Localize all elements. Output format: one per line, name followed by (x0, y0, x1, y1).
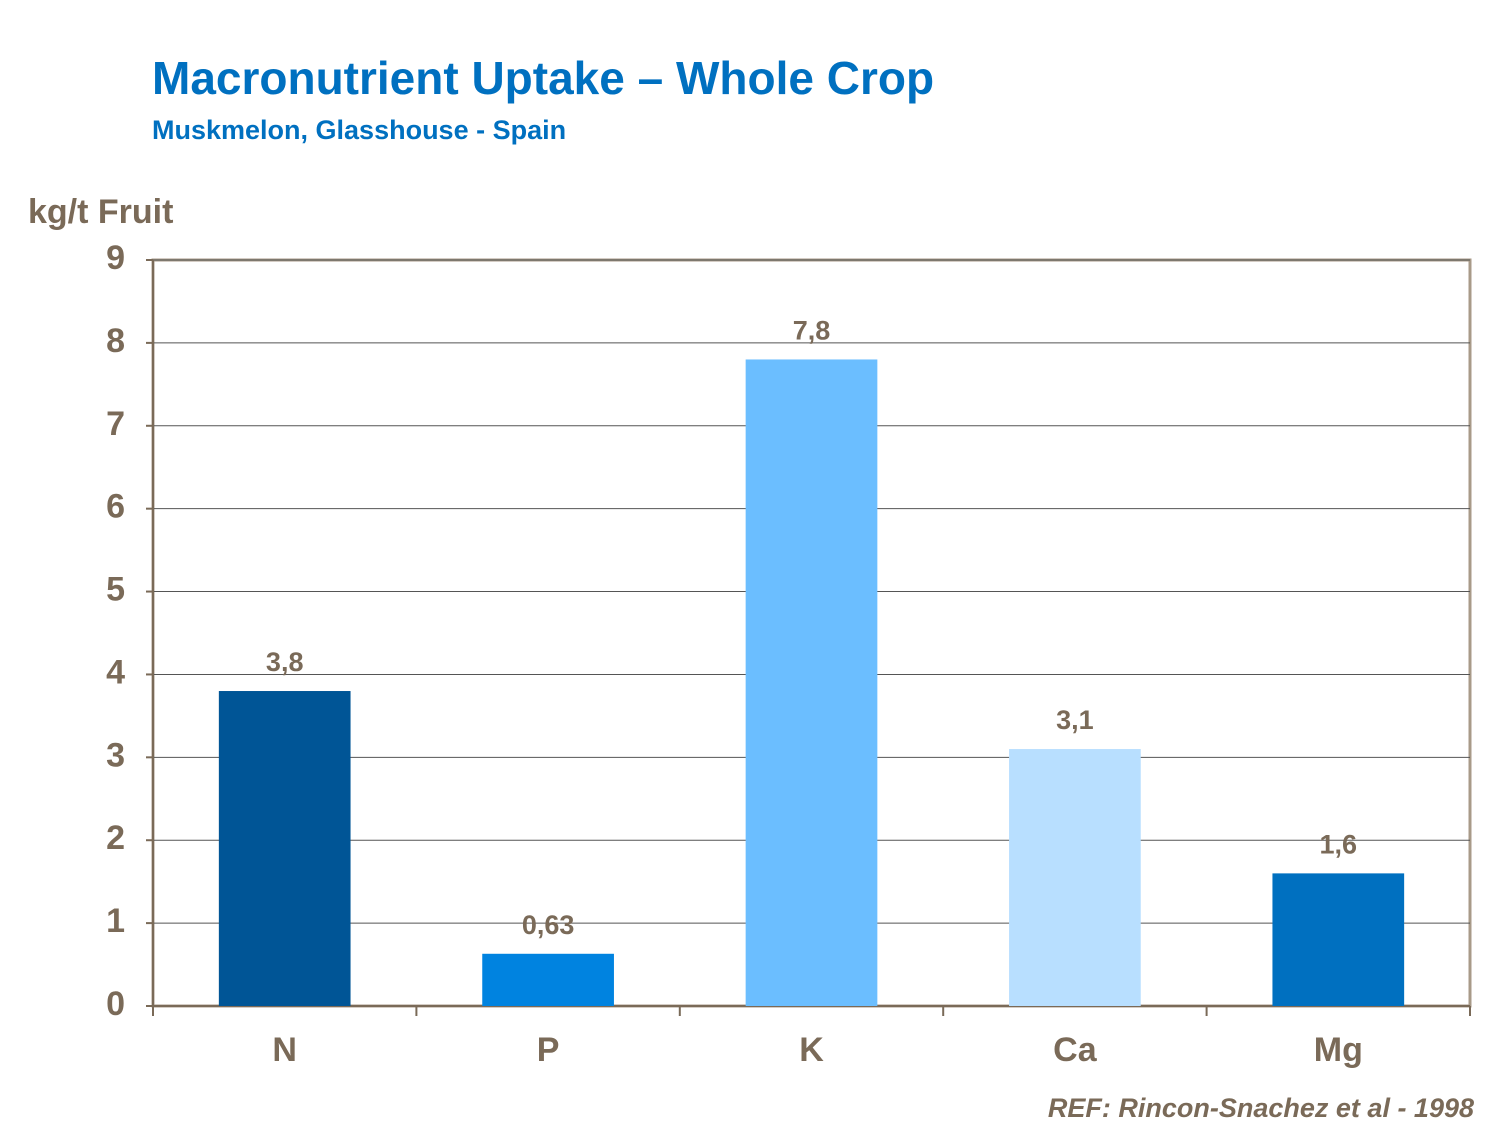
chart-subtitle: Muskmelon, Glasshouse - Spain (152, 115, 566, 145)
y-tick-label: 4 (106, 653, 125, 691)
y-tick-label: 7 (106, 405, 125, 443)
x-tick-label: P (537, 1031, 560, 1069)
y-tick-label: 3 (106, 736, 125, 774)
y-tick-label: 1 (106, 902, 125, 940)
chart-title: Macronutrient Uptake – Whole Crop (152, 52, 934, 104)
x-tick-label: Ca (1053, 1031, 1098, 1069)
value-label: 7,8 (793, 316, 831, 346)
y-tick-label: 5 (106, 571, 125, 609)
bar (1272, 873, 1405, 1006)
value-label: 1,6 (1320, 830, 1358, 860)
y-tick-label: 0 (106, 985, 125, 1023)
x-tick-label: N (272, 1031, 297, 1069)
value-label: 3,1 (1056, 705, 1094, 735)
x-tick-label: K (799, 1031, 824, 1069)
bar (745, 359, 878, 1006)
value-label: 0,63 (522, 910, 575, 940)
y-tick-label: 8 (106, 322, 125, 360)
x-tick-label: Mg (1314, 1031, 1363, 1069)
bar (482, 953, 614, 1006)
y-tick-label: 6 (106, 488, 125, 526)
reference: REF: Rincon-Snachez et al - 1998 (1048, 1093, 1474, 1123)
y-tick-label: 9 (106, 239, 125, 277)
y-tick-label: 2 (106, 819, 125, 857)
bar (218, 691, 351, 1006)
bar (1009, 749, 1141, 1006)
value-label: 3,8 (266, 647, 304, 677)
y-axis-label: kg/t Fruit (28, 193, 173, 231)
